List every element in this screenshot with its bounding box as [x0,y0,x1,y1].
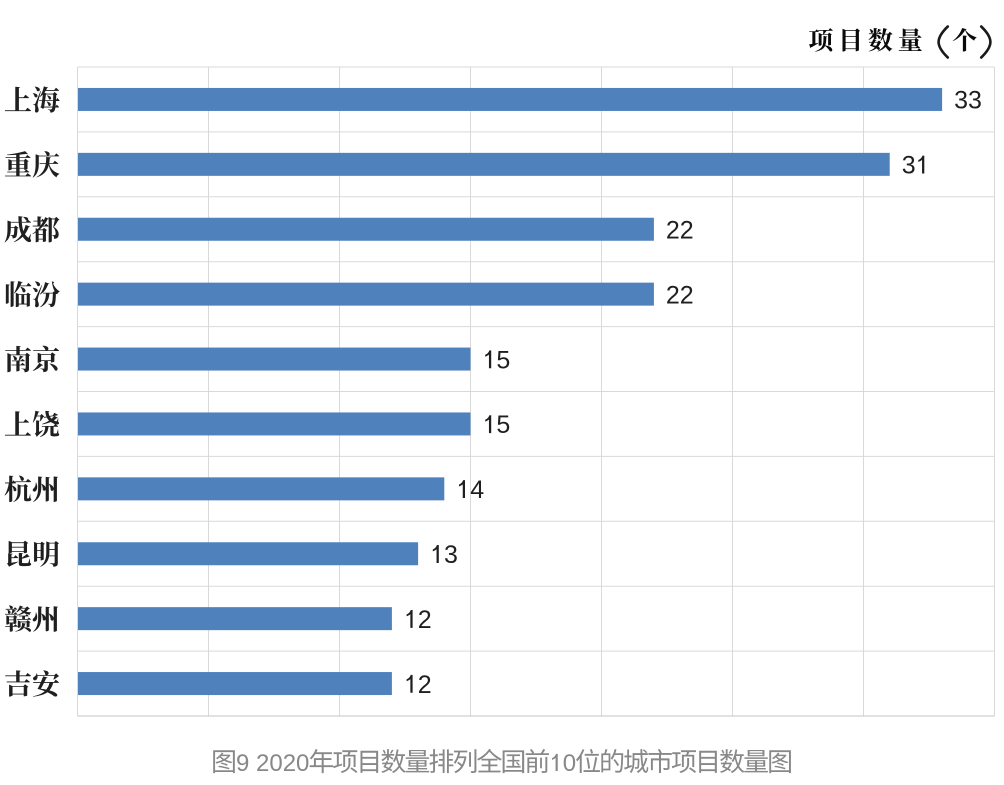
svg-text:2: 2 [680,216,694,244]
svg-text:2: 2 [418,671,432,699]
svg-text:3: 3 [444,541,458,569]
svg-text:2: 2 [283,750,296,777]
svg-text:2: 2 [418,606,432,634]
svg-text:2: 2 [666,281,680,309]
svg-text:3: 3 [954,87,968,115]
svg-text:5: 5 [496,411,510,439]
svg-text:5: 5 [496,346,510,374]
svg-text:3: 3 [902,152,916,180]
svg-text:9: 9 [236,750,249,777]
svg-text:0: 0 [296,750,309,777]
svg-text:4: 4 [470,476,484,504]
svg-text:2: 2 [256,750,269,777]
svg-text:2: 2 [680,281,694,309]
svg-text:2: 2 [666,216,680,244]
svg-text:0: 0 [269,750,282,777]
svg-text:3: 3 [968,87,982,115]
svg-text:0: 0 [563,750,576,777]
